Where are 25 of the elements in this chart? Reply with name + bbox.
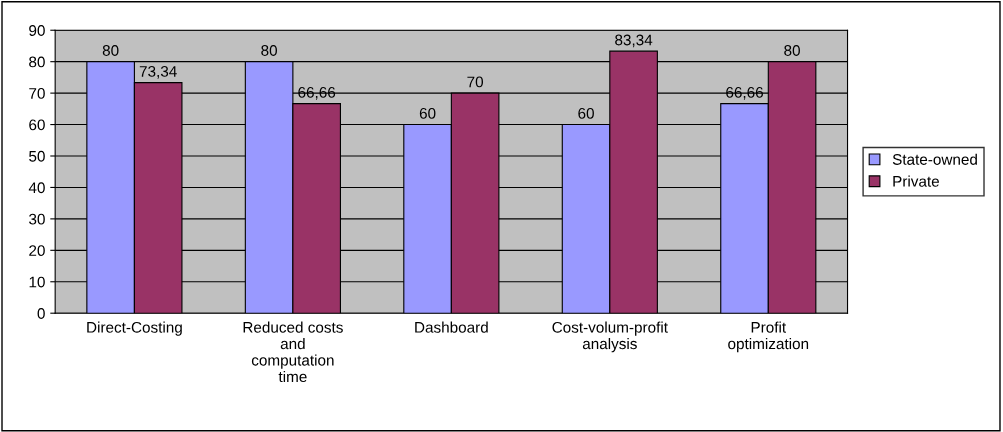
x-tick-label: Cost-volum-profit analysis (552, 321, 668, 353)
y-tick-label: 90 (29, 25, 45, 36)
y-tick-label: 20 (29, 245, 45, 257)
data-label: 70 (467, 76, 484, 88)
data-label: 83,34 (615, 34, 653, 48)
legend-label: Private (893, 175, 939, 187)
legend-label: State-owned (892, 153, 977, 165)
x-tick-label: Direct-Costing (87, 321, 182, 336)
x-tick-label: Reduced costs and computation time (243, 321, 343, 383)
data-label: 80 (261, 45, 277, 56)
y-tick-label: 40 (28, 182, 45, 194)
y-tick-label: 70 (29, 87, 45, 99)
x-tick-label: Dashboard (415, 321, 488, 333)
data-label: 60 (578, 107, 594, 119)
data-label: 60 (419, 107, 436, 119)
y-tick-label: 60 (29, 119, 45, 131)
y-tick-label: 0 (37, 308, 45, 319)
data-label: 80 (784, 45, 800, 56)
y-tick-label: 10 (29, 276, 45, 288)
y-tick-label: 50 (29, 150, 45, 162)
y-tick-label: 80 (29, 56, 45, 68)
data-label: 73,34 (139, 66, 177, 79)
y-tick-label: 30 (29, 213, 45, 225)
x-tick-label: Profit optimization (728, 321, 809, 353)
data-label: 80 (102, 45, 119, 56)
